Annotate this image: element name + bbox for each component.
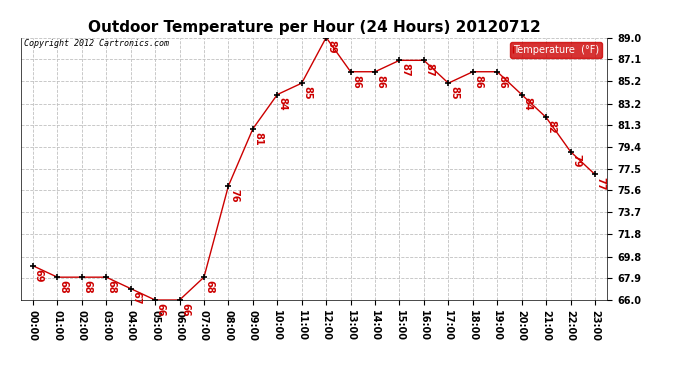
Text: 85: 85 bbox=[302, 86, 313, 99]
Text: 81: 81 bbox=[253, 132, 264, 145]
Text: 87: 87 bbox=[400, 63, 410, 77]
Title: Outdoor Temperature per Hour (24 Hours) 20120712: Outdoor Temperature per Hour (24 Hours) … bbox=[88, 20, 540, 35]
Text: 77: 77 bbox=[595, 177, 606, 191]
Text: 67: 67 bbox=[131, 291, 141, 305]
Text: 79: 79 bbox=[571, 154, 581, 168]
Text: 86: 86 bbox=[497, 75, 508, 88]
Text: 66: 66 bbox=[180, 303, 190, 316]
Legend: Temperature  (°F): Temperature (°F) bbox=[511, 42, 602, 58]
Text: 68: 68 bbox=[107, 280, 117, 294]
Text: 69: 69 bbox=[34, 268, 43, 282]
Text: 85: 85 bbox=[449, 86, 459, 99]
Text: 76: 76 bbox=[229, 189, 239, 202]
Text: 86: 86 bbox=[473, 75, 484, 88]
Text: 87: 87 bbox=[424, 63, 435, 77]
Text: Copyright 2012 Cartronics.com: Copyright 2012 Cartronics.com bbox=[24, 39, 169, 48]
Text: 84: 84 bbox=[522, 98, 532, 111]
Text: 84: 84 bbox=[278, 98, 288, 111]
Text: 82: 82 bbox=[546, 120, 557, 134]
Text: 66: 66 bbox=[156, 303, 166, 316]
Text: 68: 68 bbox=[82, 280, 92, 294]
Text: 89: 89 bbox=[327, 40, 337, 54]
Text: 68: 68 bbox=[204, 280, 215, 294]
Text: 86: 86 bbox=[375, 75, 386, 88]
Text: 86: 86 bbox=[351, 75, 361, 88]
Text: 68: 68 bbox=[58, 280, 68, 294]
